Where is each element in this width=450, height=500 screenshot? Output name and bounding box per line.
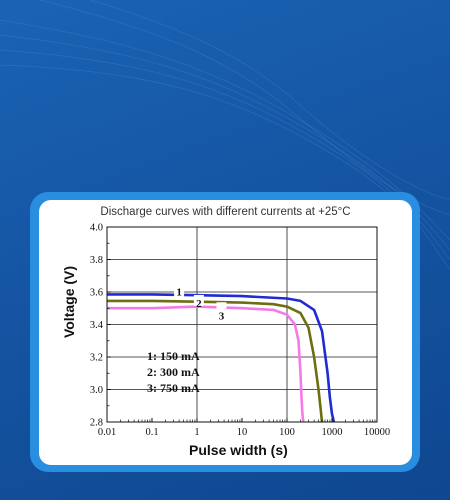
- series-line-1: [107, 293, 336, 423]
- y-tick-label: 3.4: [90, 320, 104, 331]
- series-label-1: 1: [176, 286, 182, 298]
- x-tick-label: 100: [279, 427, 295, 438]
- y-tick-label: 2.8: [90, 418, 103, 429]
- chart-legend: 1: 150 mA 2: 300 mA 3: 750 mA: [147, 348, 200, 396]
- chart-card: Discharge curves with different currents…: [39, 200, 412, 465]
- x-tick-label: 10000: [364, 427, 390, 438]
- x-axis-label: Pulse width (s): [189, 442, 288, 458]
- series-label-bg: [174, 288, 185, 300]
- x-tick-label: 0.01: [98, 427, 116, 438]
- series-line-3: [107, 305, 305, 423]
- y-tick-label: 3.8: [90, 255, 103, 266]
- series-label-bg: [216, 302, 227, 314]
- discharge-chart: 2.8 3.0 3.2 3.4 3.6 3.8 4.0 0.01 0.1 1 10 100 1000 10…: [90, 223, 390, 439]
- legend-entry-1: 1: 150 mA: [147, 349, 200, 363]
- x-tick-label: 10: [237, 427, 248, 438]
- legend-entry-3: 3: 750 mA: [147, 381, 200, 395]
- x-tick-label: 1000: [322, 427, 343, 438]
- legend-entry-2: 2: 300 mA: [147, 365, 200, 379]
- x-tick-label: 0.1: [145, 427, 158, 438]
- series-line-2: [107, 299, 324, 423]
- chart-title: Discharge curves with different currents…: [100, 206, 351, 218]
- y-tick-label: 3.2: [90, 353, 103, 364]
- series-label-3: 3: [219, 310, 225, 322]
- x-tick-label: 1: [194, 427, 199, 438]
- series-label-2: 2: [196, 298, 202, 310]
- y-tick-label: 3.6: [90, 288, 103, 299]
- y-axis-label: Voltage (V): [61, 265, 77, 339]
- y-tick-label: 3.0: [90, 385, 103, 396]
- series-label-bg: [193, 294, 204, 306]
- y-tick-label: 4.0: [90, 223, 103, 234]
